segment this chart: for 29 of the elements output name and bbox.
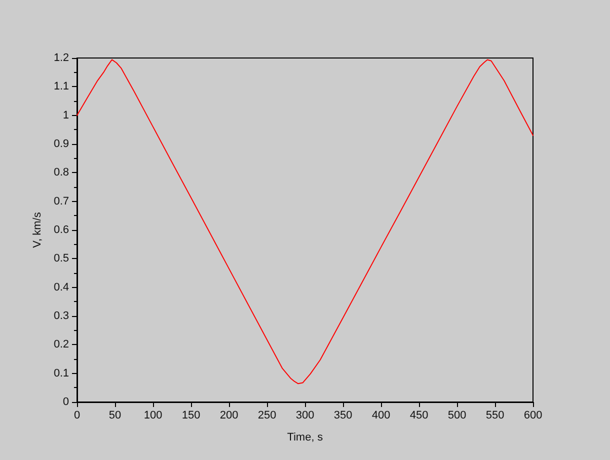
y-tick-label: 0.8: [54, 166, 69, 179]
y-tick-label: 1.2: [54, 52, 69, 64]
y-tick-label: 0.7: [54, 195, 69, 208]
x-tick-label: 600: [524, 410, 542, 422]
x-tick-label: 500: [448, 410, 466, 422]
y-tick-label: 0.9: [54, 138, 69, 150]
x-axis-title: Time, s: [287, 432, 324, 444]
x-tick-label: 450: [410, 410, 428, 422]
y-tick-label: 0.4: [54, 281, 69, 294]
x-tick-label: 400: [372, 410, 390, 422]
y-tick-label: 0.2: [54, 338, 69, 351]
y-tick-label: 0.3: [54, 310, 69, 322]
x-tick-label: 100: [144, 410, 162, 422]
y-tick-label: 0: [62, 396, 69, 408]
x-tick-label: 250: [258, 410, 276, 422]
x-tick-label: 300: [296, 410, 314, 422]
y-axis-title: V, km/s: [31, 212, 44, 248]
x-tick-label: 200: [220, 410, 238, 422]
y-tick-label: 0.6: [54, 224, 69, 236]
x-tick-label: 350: [334, 410, 352, 422]
y-tick-label: 1.1: [54, 80, 69, 93]
line-series: [76, 59, 534, 384]
y-tick-label: 0.1: [54, 367, 69, 380]
x-tick-label: 150: [182, 410, 200, 422]
x-tick-label: 0: [74, 410, 80, 422]
x-tick-label: 550: [486, 410, 504, 422]
x-tick-label: 50: [108, 410, 122, 422]
y-tick-label: 1: [62, 109, 69, 122]
y-tick-label: 0.5: [54, 252, 69, 265]
